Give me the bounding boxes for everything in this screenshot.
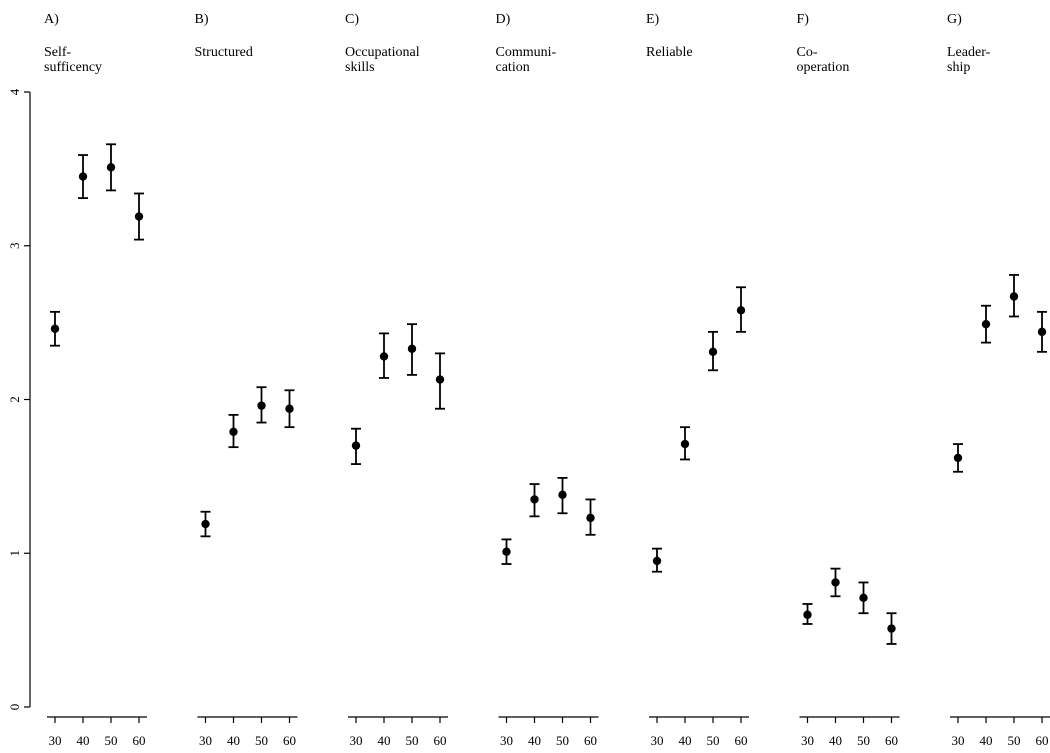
data-point [652,556,662,566]
data-point [257,401,266,410]
panel-letter: C) [345,12,359,27]
x-tick-label: 40 [980,733,993,748]
data-point [1037,327,1047,337]
panel-title: operation [797,60,850,75]
panel-title: Co- [797,45,818,60]
panel-letter: B) [195,12,209,27]
x-tick-label: 30 [651,733,664,748]
data-point [859,593,868,603]
x-tick-label: 60 [1036,733,1049,748]
x-tick-label: 50 [255,733,268,748]
x-tick-label: 40 [829,733,842,748]
x-tick-label: 30 [801,733,814,748]
x-tick-label: 30 [500,733,513,748]
data-point [831,578,840,587]
data-point [530,495,539,504]
y-tick-label: 3 [7,243,22,250]
data-point [558,490,567,500]
data-point [502,547,511,556]
y-tick-label: 4 [7,88,22,95]
panel-title: cation [496,60,530,75]
x-tick-label: 40 [227,733,240,748]
x-tick-label: 60 [434,733,447,748]
data-point [586,513,595,523]
panel-title: Self- [44,45,72,60]
x-tick-label: 30 [199,733,212,748]
y-tick-label: 1 [7,550,22,557]
data-point [953,453,963,463]
panels: A) Self-sufficency 30 40 50 60 B) Structured 30 4… [44,12,1050,748]
panel-title: Reliable [646,45,693,60]
x-tick-label: 60 [584,733,597,748]
x-tick-label: 30 [952,733,965,748]
x-tick-label: 60 [885,733,898,748]
data-point [78,172,88,181]
panel-letter: D) [496,12,511,27]
panel: G) Leader-ship 30 40 50 60 [947,12,1050,748]
x-tick-label: 50 [857,733,870,748]
panel-title: skills [345,60,375,75]
x-tick-label: 60 [283,733,296,748]
panel-title: Occupational [345,45,420,60]
data-point [201,519,210,529]
panel-title: Structured [195,45,253,60]
data-point [106,163,116,172]
x-tick-label: 50 [1008,733,1021,748]
x-tick-label: 30 [350,733,363,748]
x-tick-label: 60 [735,733,748,748]
data-point [736,306,746,315]
data-point [1009,292,1019,301]
panel-letter: G) [947,12,962,27]
data-point [708,347,718,357]
x-tick-label: 40 [378,733,391,748]
panel-title: ship [947,60,970,75]
data-point [407,344,417,353]
panel: D) Communi-cation 30 40 50 60 [496,12,599,748]
panel-letter: A) [44,12,59,27]
data-point [50,324,60,333]
x-tick-label: 50 [707,733,720,748]
data-point [680,439,690,449]
x-tick-label: 60 [133,733,146,748]
panel-letter: E) [646,12,660,27]
y-axis: 0 1 2 3 4 [7,88,31,711]
x-tick-label: 50 [556,733,569,748]
x-tick-label: 40 [679,733,692,748]
panel: A) Self-sufficency 30 40 50 60 [44,12,147,748]
data-point [803,610,812,619]
panel: E) Reliable 30 40 50 60 [646,12,749,748]
x-tick-label: 50 [105,733,118,748]
data-point [981,319,991,329]
x-tick-label: 50 [406,733,419,748]
x-tick-label: 30 [49,733,62,748]
panel: B) Structured 30 40 50 60 [195,12,298,748]
data-point [379,352,389,361]
y-tick-label: 0 [7,704,22,711]
panel-title: Leader- [947,45,991,60]
data-point [435,375,445,384]
x-tick-label: 40 [528,733,541,748]
data-point [887,624,896,633]
panel-title: sufficency [44,60,102,75]
panel: F) Co-operation 30 40 50 60 [797,12,900,748]
x-tick-label: 40 [77,733,90,748]
panel-letter: F) [797,12,810,27]
data-point [285,404,294,413]
panel-title: Communi- [496,45,557,60]
y-tick-label: 2 [7,396,22,403]
data-point [351,441,361,450]
data-point [134,212,144,221]
data-point [229,427,238,436]
